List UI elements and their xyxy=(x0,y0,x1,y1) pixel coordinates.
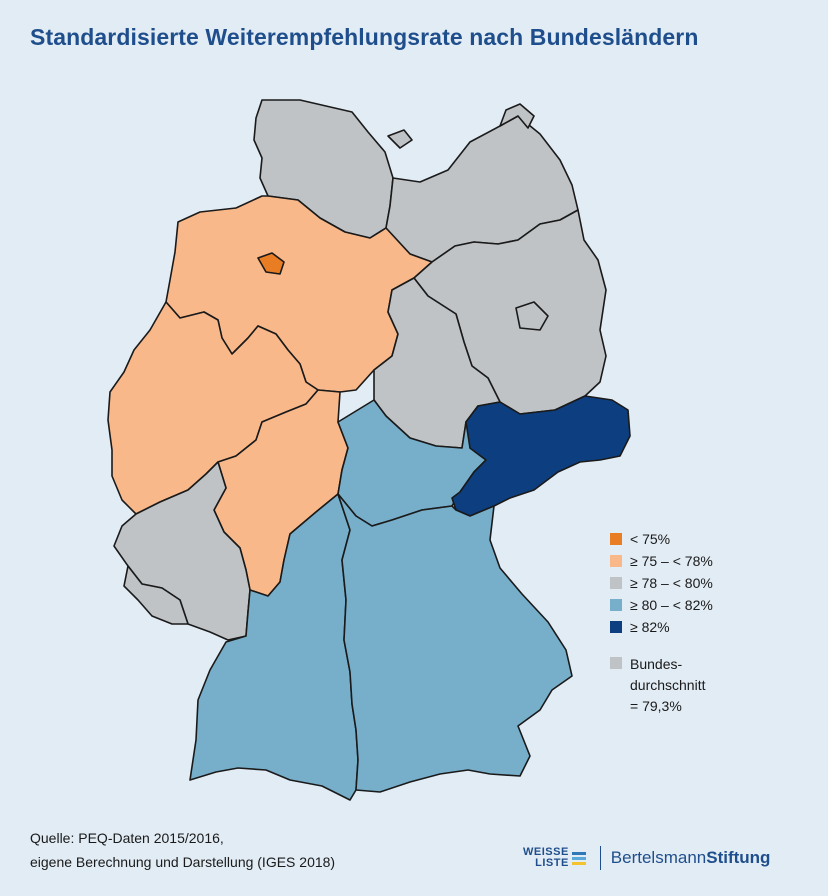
weisse-liste-line2: LISTE xyxy=(535,857,569,869)
average-label-line2: durchschnitt xyxy=(630,677,706,693)
source-line-2: eigene Berechnung und Darstellung (IGES … xyxy=(30,854,336,870)
stiftung-word: Stiftung xyxy=(706,848,771,867)
state-bremen xyxy=(257,252,285,275)
map-title: Standardisierte Weiterempfehlungsrate na… xyxy=(30,24,699,50)
legend-swatch-average xyxy=(610,657,622,669)
state-sachsen xyxy=(451,395,631,517)
source-line-1: Quelle: PEQ-Daten 2015/2016, xyxy=(30,830,224,846)
state-saarland xyxy=(123,565,189,625)
legend-label: ≥ 75 – < 78% xyxy=(630,553,713,569)
legend: < 75% ≥ 75 – < 78% ≥ 78 – < 80% ≥ 80 – <… xyxy=(610,528,713,717)
legend-average: Bundes- durchschnitt = 79,3% xyxy=(610,654,713,717)
state-berlin xyxy=(515,301,549,331)
legend-swatch-78to80 xyxy=(610,577,622,589)
legend-label: ≥ 78 – < 80% xyxy=(630,575,713,591)
weisse-liste-bars-icon xyxy=(571,851,586,865)
logo-divider xyxy=(599,846,601,870)
legend-label: < 75% xyxy=(630,531,671,547)
average-value: = 79,3% xyxy=(630,698,682,714)
legend-item: ≥ 75 – < 78% xyxy=(610,550,713,572)
legend-label: ≥ 80 – < 82% xyxy=(630,597,713,613)
legend-item: ≥ 78 – < 80% xyxy=(610,572,713,594)
logos: WEISSE LISTE BertelsmannStiftung xyxy=(523,846,770,870)
weisse-liste-logo: WEISSE LISTE xyxy=(523,847,586,869)
state-bayern xyxy=(337,493,573,793)
weisse-liste-line1: WEISSE xyxy=(523,846,569,858)
bertelsmann-word: Bertelsmann xyxy=(610,848,707,867)
legend-label: ≥ 82% xyxy=(630,619,670,635)
island-ruegen xyxy=(499,103,535,129)
legend-swatch-lt75 xyxy=(610,533,622,545)
legend-swatch-80to82 xyxy=(610,599,622,611)
legend-swatch-75to78 xyxy=(610,555,622,567)
bertelsmann-stiftung-logo: BertelsmannStiftung xyxy=(611,848,771,868)
legend-item: ≥ 82% xyxy=(610,616,713,638)
legend-item: < 75% xyxy=(610,528,713,550)
island-fehmarn xyxy=(387,129,413,149)
source-note: Quelle: PEQ-Daten 2015/2016, eigene Bere… xyxy=(30,826,335,874)
legend-swatch-ge82 xyxy=(610,621,622,633)
legend-item: ≥ 80 – < 82% xyxy=(610,594,713,616)
average-label-line1: Bundes- xyxy=(630,656,683,672)
